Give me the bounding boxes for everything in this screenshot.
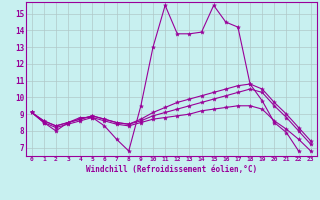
X-axis label: Windchill (Refroidissement éolien,°C): Windchill (Refroidissement éolien,°C)	[86, 165, 257, 174]
